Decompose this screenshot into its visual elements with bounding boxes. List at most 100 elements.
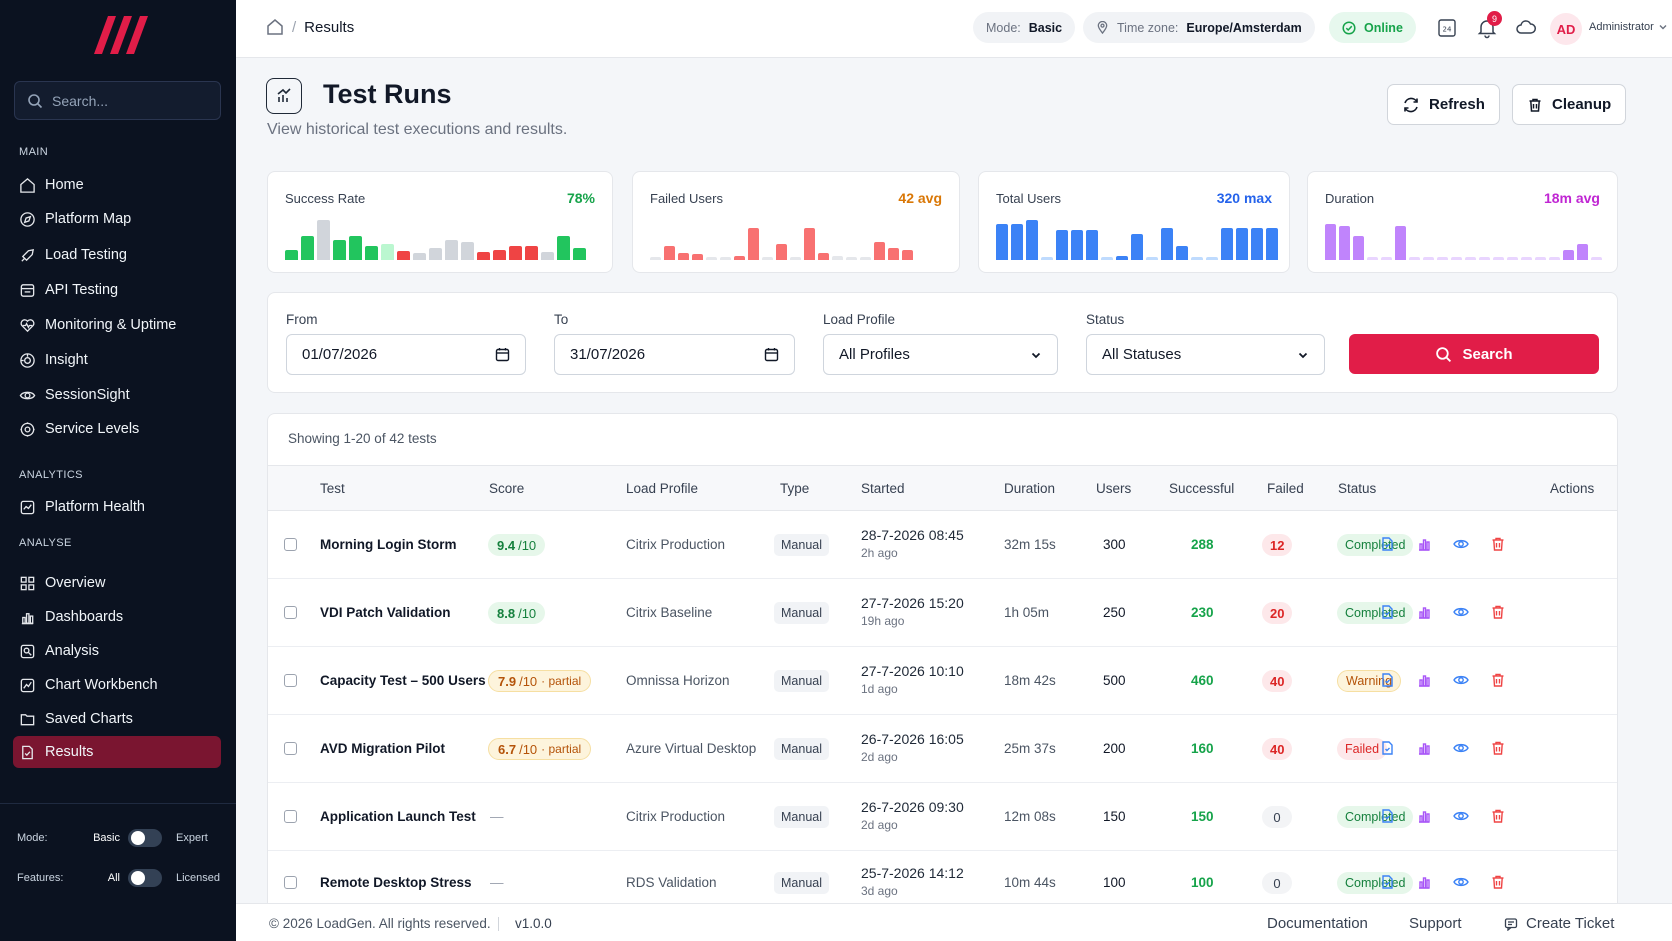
table-row[interactable]: Capacity Test – 500 Users 7.9/10 · partial… (268, 647, 1617, 715)
started: 28-7-2026 08:45 2h ago (861, 527, 964, 560)
spark-bar (1206, 257, 1218, 260)
test-name[interactable]: Capacity Test – 500 Users (320, 673, 486, 688)
refresh-button[interactable]: Refresh (1387, 84, 1500, 125)
view-report-icon[interactable] (1379, 672, 1395, 688)
sidebar-item-dashboards[interactable]: Dashboards (13, 601, 221, 633)
to-date-input[interactable]: 31/07/2026 (554, 334, 795, 375)
row-checkbox[interactable] (284, 810, 297, 823)
load-profile-select[interactable]: All Profiles (823, 334, 1058, 375)
calendar-24-icon[interactable]: 24 (1436, 17, 1458, 39)
view-report-icon[interactable] (1379, 536, 1395, 552)
header-type[interactable]: Type (780, 481, 810, 496)
test-name[interactable]: Morning Login Storm (320, 537, 457, 552)
mode-pill[interactable]: Mode: Basic (973, 12, 1076, 43)
sidebar-item-results[interactable]: Results (13, 736, 221, 768)
view-report-icon[interactable] (1379, 604, 1395, 620)
delete-icon[interactable] (1490, 604, 1506, 620)
avatar[interactable]: AD (1550, 13, 1582, 45)
chart-icon[interactable] (1416, 672, 1432, 688)
row-checkbox[interactable] (284, 538, 297, 551)
header-test[interactable]: Test (320, 481, 345, 496)
eye-icon[interactable] (1453, 672, 1469, 688)
spark-bar (1563, 250, 1574, 260)
eye-icon[interactable] (1453, 808, 1469, 824)
table-row[interactable]: Application Launch Test — Citrix Productio… (268, 783, 1617, 851)
sidebar-item-chart-workbench[interactable]: Chart Workbench (13, 669, 221, 701)
test-name[interactable]: VDI Patch Validation (320, 605, 451, 620)
from-date-input[interactable]: 01/07/2026 (286, 334, 526, 375)
home-icon[interactable] (266, 18, 284, 36)
documentation-link[interactable]: Documentation (1267, 915, 1368, 932)
header-failed[interactable]: Failed (1267, 481, 1304, 496)
view-report-icon[interactable] (1379, 874, 1395, 890)
delete-icon[interactable] (1490, 536, 1506, 552)
sidebar-item-load-testing[interactable]: Load Testing (13, 239, 221, 271)
section-analyse: ANALYSE (19, 537, 72, 549)
header-successful[interactable]: Successful (1169, 481, 1235, 496)
header-started[interactable]: Started (861, 481, 905, 496)
sidebar-item-monitoring-and-uptime[interactable]: Monitoring & Uptime (13, 309, 221, 341)
chart-icon[interactable] (1416, 604, 1432, 620)
eye-icon[interactable] (1453, 740, 1469, 756)
search-button[interactable]: Search (1349, 334, 1599, 374)
delete-icon[interactable] (1490, 808, 1506, 824)
stat-card-success-rate: Success Rate 78% (267, 171, 613, 273)
sidebar-item-saved-charts[interactable]: Saved Charts (13, 703, 221, 735)
calendar-icon[interactable] (495, 347, 510, 362)
delete-icon[interactable] (1490, 672, 1506, 688)
sidebar-item-analysis[interactable]: Analysis (13, 635, 221, 667)
row-checkbox[interactable] (284, 606, 297, 619)
header-duration[interactable]: Duration (1004, 481, 1056, 496)
sidebar-item-api-testing[interactable]: API Testing (13, 274, 221, 306)
sidebar-item-overview[interactable]: Overview (13, 567, 221, 599)
chart-icon[interactable] (1416, 536, 1432, 552)
sidebar-item-service-levels[interactable]: Service Levels (13, 413, 221, 445)
eye-icon[interactable] (1453, 536, 1469, 552)
test-name[interactable]: AVD Migration Pilot (320, 741, 445, 756)
analysis-icon (20, 644, 35, 658)
table-row[interactable]: Morning Login Storm 9.4/10 Citrix Producti… (268, 511, 1617, 579)
row-checkbox[interactable] (284, 674, 297, 687)
user-menu[interactable]: Administrator (1589, 21, 1668, 33)
view-report-icon[interactable] (1379, 740, 1395, 756)
sidebar-item-platform-map[interactable]: Platform Map (13, 203, 221, 235)
table-row[interactable]: Remote Desktop Stress — RDS Validation Manu… (268, 849, 1617, 909)
delete-icon[interactable] (1490, 740, 1506, 756)
sidebar-search-input[interactable]: Search... (14, 81, 221, 120)
create-ticket-link[interactable]: Create Ticket (1504, 915, 1614, 932)
features-toggle[interactable] (128, 869, 162, 887)
loadgen-logo-icon[interactable] (86, 16, 150, 54)
chart-icon[interactable] (1416, 808, 1432, 824)
sidebar-item-sessionsight[interactable]: SessionSight (13, 379, 221, 411)
chart-icon[interactable] (1416, 874, 1432, 890)
spark-bar (1437, 257, 1448, 260)
mode-pill-value: Basic (1028, 20, 1063, 35)
support-link[interactable]: Support (1409, 915, 1462, 932)
sidebar-item-platform-health[interactable]: Platform Health (13, 491, 221, 523)
mode-toggle[interactable] (128, 829, 162, 847)
table-row[interactable]: AVD Migration Pilot 6.7/10 · partial Azure … (268, 715, 1617, 783)
chart-icon[interactable] (1416, 740, 1432, 756)
sidebar-item-home[interactable]: Home (13, 169, 221, 201)
test-name[interactable]: Remote Desktop Stress (320, 875, 472, 890)
row-checkbox[interactable] (284, 742, 297, 755)
header-score[interactable]: Score (489, 481, 525, 496)
view-report-icon[interactable] (1379, 808, 1395, 824)
row-checkbox[interactable] (284, 876, 297, 889)
cloud-icon[interactable] (1515, 17, 1537, 39)
header-load-profile[interactable]: Load Profile (626, 481, 699, 496)
timezone-pill[interactable]: Time zone: Europe/Amsterdam (1083, 12, 1315, 43)
header-users[interactable]: Users (1096, 481, 1132, 496)
eye-icon[interactable] (1453, 874, 1469, 890)
total-users-sparkline (996, 218, 1278, 260)
calendar-icon[interactable] (764, 347, 779, 362)
test-name[interactable]: Application Launch Test (320, 809, 476, 824)
status-select[interactable]: All Statuses (1086, 334, 1325, 375)
table-row[interactable]: VDI Patch Validation 8.8/10 Citrix Baselin… (268, 579, 1617, 647)
header-status[interactable]: Status (1338, 481, 1377, 496)
cleanup-button[interactable]: Cleanup (1512, 84, 1627, 125)
sidebar-item-insight[interactable]: Insight (13, 344, 221, 376)
eye-icon[interactable] (1453, 604, 1469, 620)
spark-bar (1381, 257, 1392, 260)
delete-icon[interactable] (1490, 874, 1506, 890)
